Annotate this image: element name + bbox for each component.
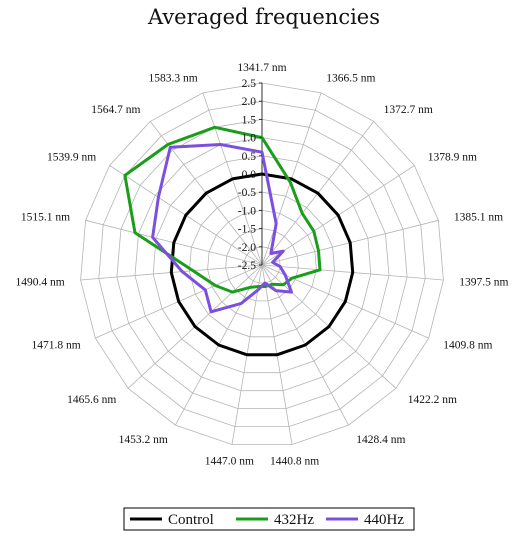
axis-label: 1428.4 nm [356, 434, 405, 446]
legend-label: Control [168, 512, 214, 528]
axis-label: 1465.6 nm [67, 394, 116, 406]
axis-labels: 1341.7 nm 1366.5 nm 1372.7 nm 1378.9 nm 1385… [15, 62, 508, 467]
radial-tick-label: -1.0 [238, 205, 256, 217]
legend: Control 432Hz 440Hz [123, 507, 415, 531]
grid-ring [225, 228, 299, 302]
axis-label: 1490.4 nm [15, 276, 64, 288]
series-line-control [169, 172, 355, 357]
axis-label: 1440.8 nm [270, 455, 319, 467]
axis-label: 1422.2 nm [408, 394, 457, 406]
legend-box [123, 507, 415, 531]
series-layer [123, 125, 355, 357]
axis-label: 1409.8 nm [443, 340, 492, 352]
axis-label: 1515.1 nm [21, 211, 70, 223]
radial-tick-label: -0.5 [238, 187, 256, 199]
grid-ring [134, 137, 390, 392]
radial-tick-label: -2.0 [238, 242, 256, 254]
radial-tick-label: 1.5 [242, 114, 257, 126]
axis-label: 1447.0 nm [205, 455, 254, 467]
axis-label: 1366.5 nm [326, 73, 375, 85]
radial-tick-label: 0.0 [242, 169, 257, 181]
grid-ring [116, 118, 408, 410]
legend-label: 432Hz [274, 512, 314, 528]
axis-label: 1471.8 nm [31, 340, 80, 352]
axis-label: 1539.9 nm [47, 152, 96, 164]
axis-label: 1397.5 nm [459, 276, 508, 288]
radial-tick-labels: -2.5 -2.0 -1.5 -1.0 -0.5 0.0 0.5 1.0 1.5 2.0 2.5 [238, 78, 262, 272]
radial-tick-label: -2.5 [238, 260, 256, 272]
chart-title: Averaged frequencies [147, 5, 380, 29]
axis-label: 1583.3 nm [148, 73, 197, 85]
radial-tick-label: -1.5 [238, 224, 256, 236]
series-line-440hz [151, 143, 293, 314]
axis-label: 1372.7 nm [384, 104, 433, 116]
radial-tick-label: 0.5 [242, 151, 257, 163]
radial-tick-label: 2.0 [242, 96, 257, 108]
grid-ring [98, 100, 426, 428]
axis-label: 1564.7 nm [91, 104, 140, 116]
grid-ring [80, 82, 444, 445]
radial-tick-label: 1.0 [242, 133, 257, 145]
axis-label: 1385.1 nm [454, 211, 503, 223]
grid-ring [152, 155, 372, 374]
axis-label: 1341.7 nm [237, 62, 286, 74]
legend-label: 440Hz [364, 512, 404, 528]
grid-ring [188, 191, 336, 338]
axis-label: 1378.9 nm [428, 152, 477, 164]
grid-ring [207, 209, 317, 320]
axis-label: 1453.2 nm [119, 434, 168, 446]
radial-tick-label: 2.5 [242, 78, 257, 90]
